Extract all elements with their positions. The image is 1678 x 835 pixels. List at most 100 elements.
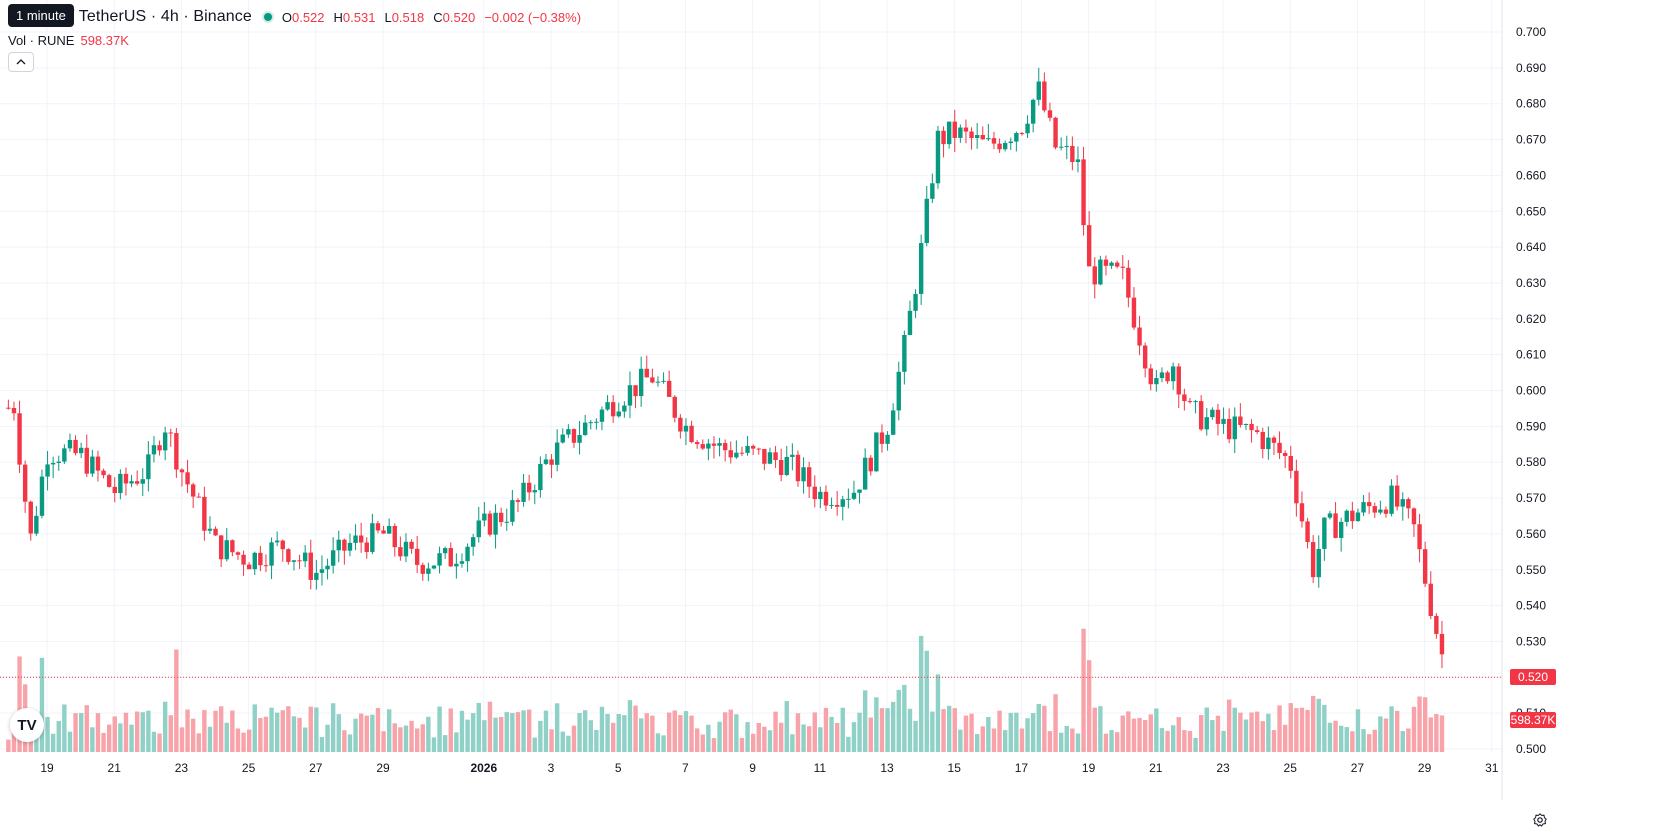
volume-bar	[330, 703, 336, 752]
candle-body	[1338, 521, 1344, 538]
candle-body	[45, 464, 50, 477]
candle-body	[566, 429, 571, 435]
candle-body	[207, 528, 213, 531]
candle-body	[655, 381, 661, 383]
volume-bar	[364, 715, 369, 752]
y-tick-label: 0.580	[1516, 455, 1546, 469]
volume-bar	[1053, 694, 1058, 752]
candle-body	[78, 447, 84, 454]
volume-bar	[521, 710, 526, 752]
volume-bar	[162, 701, 168, 752]
volume-bar	[414, 728, 420, 752]
candle-body	[314, 572, 319, 580]
volume-bar	[1187, 730, 1193, 752]
volume-bar	[510, 712, 515, 752]
volume-bar	[588, 720, 593, 752]
market-status-icon[interactable]	[263, 13, 272, 21]
volume-bar	[762, 726, 767, 752]
candle-body	[280, 540, 285, 550]
volume-bar	[907, 708, 913, 752]
volume-bar	[190, 718, 196, 752]
volume-bar	[773, 711, 778, 752]
candle-body	[924, 198, 929, 244]
volume-bar	[56, 721, 61, 752]
candle-body	[1086, 225, 1092, 267]
candle-body	[868, 457, 873, 472]
y-tick-label: 0.630	[1516, 276, 1546, 290]
volume-bar	[1422, 697, 1428, 752]
volume-bar	[1299, 707, 1305, 752]
volume-bar	[185, 709, 190, 752]
candle-body	[493, 512, 498, 535]
volume-value: 598.37K	[80, 33, 129, 48]
volume-bar	[1394, 710, 1400, 752]
candle-body	[834, 504, 840, 507]
symbol-title[interactable]: / TetherUS · 4h · Binance	[70, 8, 252, 25]
candle-body	[1439, 633, 1445, 655]
volume-bar	[756, 722, 761, 752]
volume-bar	[1389, 706, 1394, 752]
volume-bar	[1137, 717, 1142, 752]
volume-legend[interactable]: Vol · RUNE 598.37K	[8, 33, 129, 48]
y-tick-label: 0.700	[1516, 25, 1546, 39]
candle-body	[958, 127, 963, 138]
collapse-legend-button[interactable]	[8, 52, 34, 72]
candle-body	[347, 542, 353, 551]
y-tick-label: 0.540	[1516, 599, 1546, 613]
candle-body	[795, 454, 801, 482]
candle-body	[627, 385, 633, 406]
candle-body	[487, 513, 493, 535]
volume-bar	[426, 716, 431, 752]
volume-bar	[1008, 712, 1013, 752]
candle-body	[941, 130, 946, 145]
x-tick-label: 19	[1082, 761, 1096, 775]
tradingview-logo[interactable]: TV	[10, 708, 44, 742]
volume-bar	[17, 656, 22, 752]
volume-bar	[846, 736, 851, 752]
candle-body	[1098, 259, 1103, 285]
candle-body	[577, 435, 582, 443]
volume-bar	[1378, 716, 1383, 752]
candle-body	[90, 456, 95, 474]
candle-body	[1002, 142, 1008, 150]
candle-body	[1198, 401, 1204, 430]
volume-bar	[398, 727, 403, 752]
volume-bar	[795, 713, 801, 752]
volume-bar	[336, 714, 341, 752]
volume-bar	[991, 728, 997, 752]
settings-icon[interactable]	[1532, 812, 1548, 828]
candle-body	[678, 417, 683, 432]
volume-bar	[280, 710, 285, 752]
candle-body	[174, 433, 179, 470]
volume-bar	[459, 710, 465, 752]
volume-bar	[409, 720, 414, 752]
volume-bar	[1260, 721, 1265, 752]
volume-bar	[381, 731, 386, 752]
volume-bar	[605, 713, 610, 752]
volume-bar	[666, 712, 672, 752]
candle-body	[235, 552, 241, 555]
volume-bar	[1400, 731, 1405, 752]
volume-bar	[952, 708, 957, 752]
candle-body	[1378, 509, 1383, 513]
volume-bar	[1310, 695, 1316, 752]
candle-body	[1064, 145, 1069, 147]
volume-bar	[1086, 660, 1092, 752]
volume-bar	[1165, 730, 1170, 752]
volume-bar	[174, 649, 179, 752]
candle-body	[375, 523, 381, 531]
candle-body	[638, 368, 644, 397]
candle-body	[1014, 133, 1019, 142]
volume-bar	[129, 724, 134, 752]
candle-body	[459, 561, 465, 564]
volume-bar	[140, 712, 145, 752]
y-tick-label: 0.690	[1516, 61, 1546, 75]
volume-bar	[829, 716, 834, 752]
candle-body	[1355, 512, 1361, 522]
volume-bar	[437, 706, 442, 752]
x-tick-label: 29	[376, 761, 390, 775]
volume-bar	[717, 721, 722, 752]
candle-body	[1299, 503, 1305, 522]
candle-body	[510, 500, 515, 522]
